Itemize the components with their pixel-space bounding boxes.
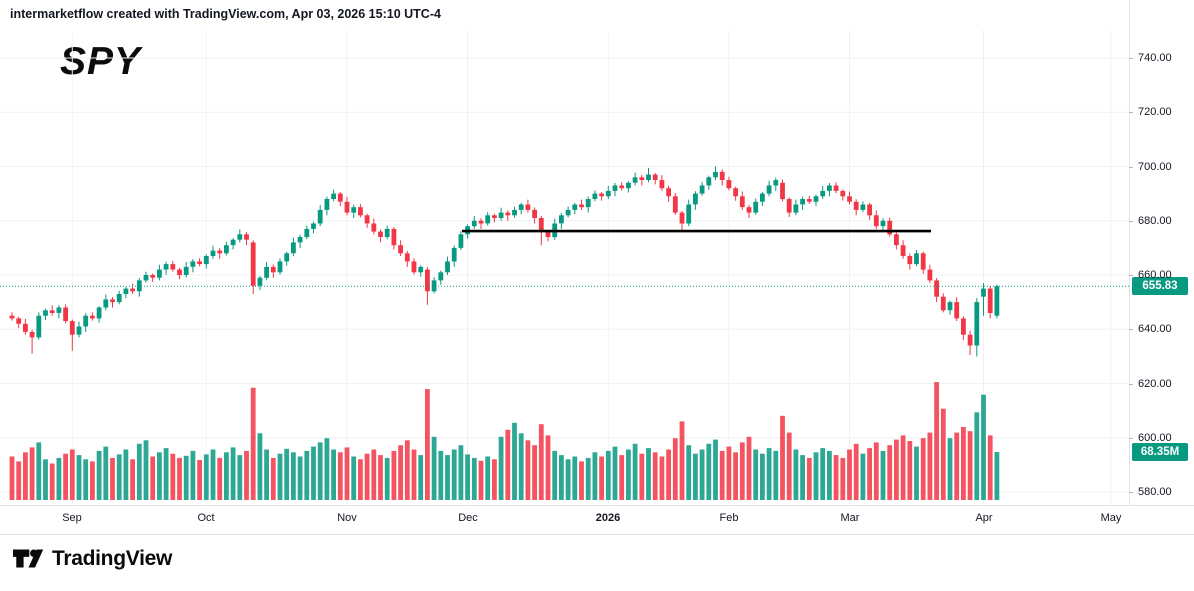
tradingview-icon [13,545,44,572]
time-axis-label-nov: Nov [337,512,357,524]
time-axis-label-oct: Oct [197,512,215,524]
price-axis[interactable]: 655.83 68.35M 740.00 720.00 700.00 680.00 66… [1129,0,1194,534]
price-axis-tick [1129,384,1133,385]
price-axis-label: 660.00 [1138,269,1172,281]
last-price-badge: 655.83 [1132,277,1188,295]
tradingview-logo[interactable]: TradingView [13,545,172,572]
price-axis-tick [1129,58,1133,59]
price-axis-tick [1129,438,1133,439]
time-axis-label-feb: Feb [719,512,739,524]
chart-canvas[interactable] [0,0,1129,535]
time-axis-label-mar: Mar [840,512,860,524]
price-axis-label: 740.00 [1138,52,1172,64]
tradingview-wordmark: TradingView [52,546,173,570]
price-axis-label: 640.00 [1138,323,1172,336]
price-axis-tick [1129,167,1133,168]
price-axis-tick [1129,112,1133,113]
time-axis-label-2026: 2026 [595,512,621,524]
price-axis-label: 600.00 [1138,431,1172,444]
price-axis-label: 720.00 [1138,106,1172,119]
volume-badge: 68.35M [1132,443,1188,461]
price-axis-label: 620.00 [1138,377,1172,390]
price-axis-tick [1129,221,1133,222]
time-axis-label-sep: Sep [62,512,82,524]
symbol-watermark: SPY [60,40,142,83]
attribution-text: intermarketflow created with TradingView… [10,7,441,21]
price-axis-label: 700.00 [1138,160,1172,173]
price-axis-tick [1129,275,1133,276]
price-chart-pane[interactable] [0,0,1129,540]
time-axis-label-dec: Dec [458,512,478,524]
time-axis[interactable]: Sep Oct Nov Dec 2026 Feb Mar Apr May [0,505,1194,535]
price-axis-label: 580.00 [1138,486,1172,498]
price-axis-tick [1129,329,1133,330]
time-axis-label-apr: Apr [975,512,993,524]
price-axis-label: 680.00 [1138,214,1172,227]
price-axis-tick [1129,492,1133,493]
time-axis-label-may: May [1100,512,1122,524]
